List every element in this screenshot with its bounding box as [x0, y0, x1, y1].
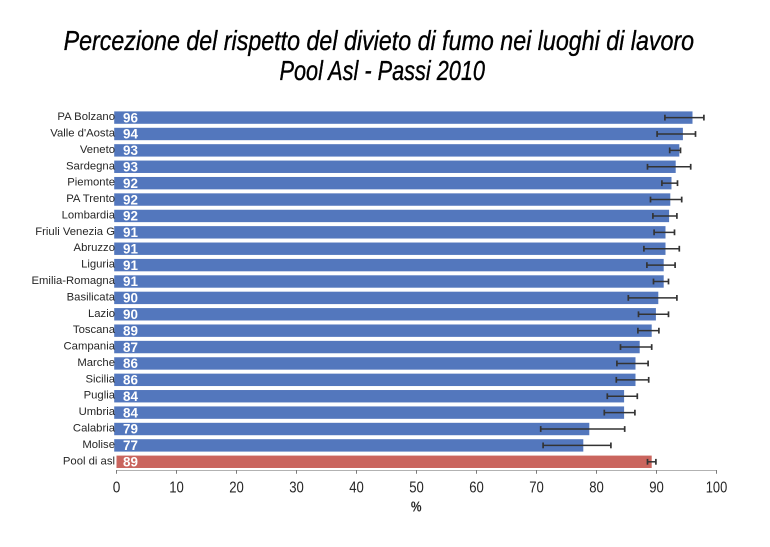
svg-text:86: 86 — [123, 373, 138, 388]
svg-text:0: 0 — [113, 479, 121, 496]
svg-text:Pool Asl - Passi 2010: Pool Asl - Passi 2010 — [280, 55, 486, 86]
svg-text:20: 20 — [229, 479, 244, 496]
svg-text:Umbria: Umbria — [79, 406, 116, 418]
svg-text:Molise: Molise — [82, 439, 115, 451]
svg-text:89: 89 — [123, 323, 138, 338]
svg-text:91: 91 — [123, 241, 138, 256]
svg-text:10: 10 — [169, 479, 184, 496]
svg-text:91: 91 — [123, 258, 138, 273]
svg-text:Friuli Venezia G: Friuli Venezia G — [35, 226, 115, 238]
svg-text:Liguria: Liguria — [81, 259, 116, 271]
svg-text:93: 93 — [123, 159, 138, 174]
svg-text:94: 94 — [123, 127, 138, 142]
svg-text:79: 79 — [123, 422, 138, 437]
svg-text:Emilia-Romagna: Emilia-Romagna — [31, 275, 115, 287]
svg-text:86: 86 — [123, 356, 138, 371]
svg-text:Lazio: Lazio — [88, 308, 115, 320]
svg-text:92: 92 — [123, 192, 138, 207]
svg-text:80: 80 — [589, 479, 604, 496]
svg-text:Basilicata: Basilicata — [67, 291, 116, 303]
svg-text:96: 96 — [123, 110, 138, 125]
svg-text:Lombardia: Lombardia — [62, 209, 116, 221]
svg-text:77: 77 — [123, 438, 138, 453]
svg-text:Campania: Campania — [64, 341, 116, 353]
svg-text:Toscana: Toscana — [73, 324, 116, 336]
svg-text:PA Bolzano: PA Bolzano — [57, 111, 115, 123]
svg-text:93: 93 — [123, 143, 138, 158]
svg-text:PA Trento: PA Trento — [66, 193, 115, 205]
svg-text:Piemonte: Piemonte — [67, 177, 115, 189]
svg-text:Percezione del rispetto del di: Percezione del rispetto del divieto di f… — [64, 25, 695, 56]
svg-text:Calabria: Calabria — [73, 423, 116, 435]
svg-text:89: 89 — [123, 454, 138, 469]
svg-text:90: 90 — [649, 479, 664, 496]
svg-text:40: 40 — [349, 479, 364, 496]
svg-text:92: 92 — [123, 176, 138, 191]
svg-text:90: 90 — [123, 307, 138, 322]
svg-text:30: 30 — [289, 479, 304, 496]
svg-text:%: % — [411, 500, 422, 516]
svg-text:60: 60 — [469, 479, 484, 496]
svg-text:84: 84 — [123, 389, 138, 404]
svg-text:91: 91 — [123, 274, 138, 289]
svg-text:87: 87 — [123, 340, 138, 355]
svg-text:Pool di asl: Pool di asl — [63, 455, 115, 467]
svg-text:90: 90 — [123, 291, 138, 306]
svg-text:Sardegna: Sardegna — [66, 160, 116, 172]
svg-text:92: 92 — [123, 209, 138, 224]
svg-text:Marche: Marche — [77, 357, 115, 369]
svg-text:Abruzzo: Abruzzo — [74, 242, 115, 254]
svg-text:50: 50 — [409, 479, 424, 496]
svg-text:Veneto: Veneto — [80, 144, 115, 156]
svg-text:Sicilia: Sicilia — [85, 373, 115, 385]
svg-text:84: 84 — [123, 405, 138, 420]
svg-text:91: 91 — [123, 225, 138, 240]
svg-text:Puglia: Puglia — [84, 390, 116, 402]
svg-text:100: 100 — [706, 479, 728, 496]
svg-text:Valle d'Aosta: Valle d'Aosta — [50, 127, 115, 139]
svg-text:70: 70 — [529, 479, 544, 496]
